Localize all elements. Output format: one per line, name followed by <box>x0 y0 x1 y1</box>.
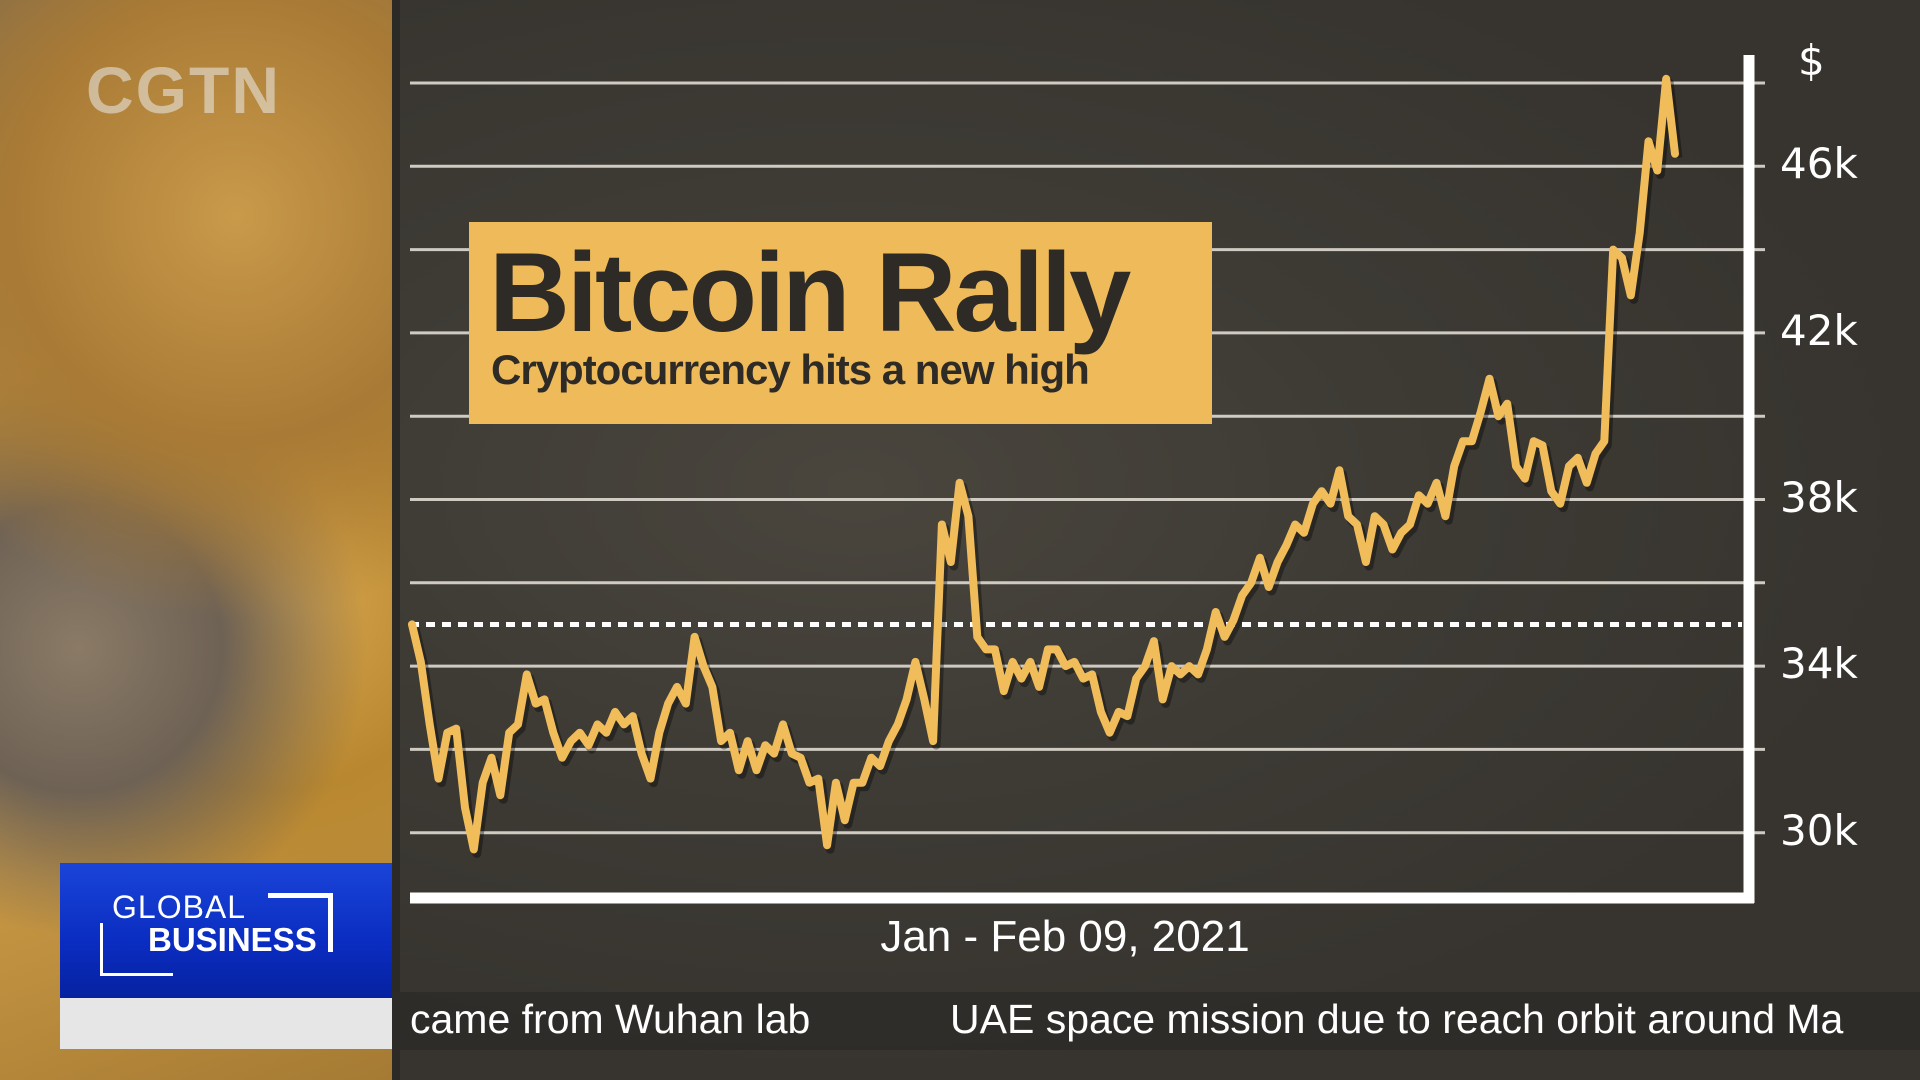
panel-divider <box>392 0 400 1080</box>
y-tick-label: 46k <box>1780 139 1858 189</box>
logo-bracket <box>268 893 333 952</box>
price-line-shadow <box>410 78 1683 858</box>
y-tick-label: 34k <box>1780 639 1858 689</box>
chart-title: Bitcoin Rally <box>489 230 1131 355</box>
y-axis-unit: $ <box>1798 36 1825 85</box>
news-ticker: came from Wuhan lab UAE space mission du… <box>392 992 1920 1050</box>
show-name-line2: BUSINESS <box>148 921 317 958</box>
y-tick-label: 38k <box>1780 472 1858 522</box>
y-tick-label: 42k <box>1780 305 1858 355</box>
show-name-line1: GLOBAL <box>112 889 247 925</box>
ticker-item: came from Wuhan lab <box>410 996 811 1042</box>
ticker-item: UAE space mission due to reach orbit aro… <box>950 996 1844 1042</box>
cgtn-logo: CGTN <box>86 53 281 127</box>
title-box: Bitcoin Rally Cryptocurrency hits a new … <box>469 222 1212 424</box>
chart-subtitle: Cryptocurrency hits a new high <box>491 346 1090 393</box>
show-logo-global-business: GLOBAL BUSINESS <box>60 863 392 998</box>
y-tick-label: 30k <box>1780 805 1858 855</box>
logo-bracket <box>100 923 173 976</box>
price-line <box>408 74 1679 854</box>
x-axis-label: Jan - Feb 09, 2021 <box>880 912 1250 961</box>
show-logo-strip <box>60 998 392 1049</box>
